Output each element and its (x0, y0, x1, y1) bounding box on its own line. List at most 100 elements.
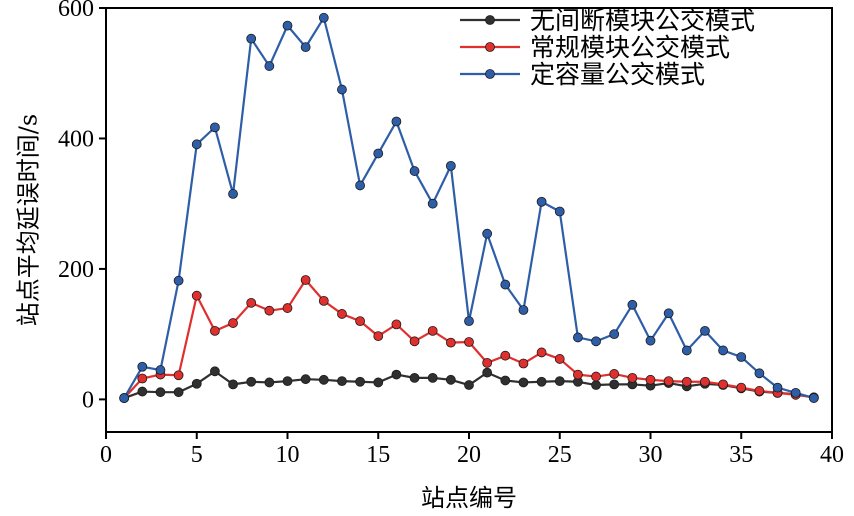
data-point (663, 308, 674, 319)
data-point (736, 352, 747, 362)
data-point (518, 377, 529, 388)
legend-marker (485, 69, 495, 79)
data-point (391, 116, 402, 127)
data-point (337, 309, 347, 319)
data-point (427, 325, 438, 336)
data-point (482, 228, 493, 239)
data-point (246, 376, 257, 387)
data-point (464, 337, 474, 347)
data-point (808, 393, 819, 403)
data-point (554, 376, 565, 387)
data-point (355, 180, 366, 191)
y-axis-title: 站点平均延误时间/s (15, 114, 43, 326)
data-point (790, 387, 801, 398)
data-point (209, 325, 220, 336)
data-point (228, 379, 238, 390)
data-point (282, 20, 293, 31)
data-point (155, 387, 166, 398)
x-tick-label: 40 (820, 442, 844, 468)
data-point (736, 382, 747, 393)
data-point (209, 122, 220, 133)
data-point (645, 374, 656, 385)
data-point (173, 370, 184, 381)
data-point (137, 373, 148, 384)
data-point (464, 316, 474, 327)
data-point (609, 369, 620, 379)
data-point (282, 376, 293, 387)
data-point (554, 354, 565, 364)
data-point (173, 387, 184, 398)
data-point (609, 329, 620, 340)
data-point (355, 316, 366, 327)
data-point (318, 374, 329, 385)
data-point (427, 372, 438, 383)
data-point (119, 393, 130, 403)
x-tick-label: 20 (457, 442, 481, 468)
data-point (445, 374, 456, 385)
data-point (772, 382, 783, 393)
x-tick-label: 10 (276, 442, 300, 468)
x-tick-label: 5 (191, 442, 203, 468)
data-point (409, 372, 420, 383)
y-tick-label: 0 (82, 387, 94, 413)
data-point (573, 369, 583, 380)
y-tick-label: 600 (58, 0, 94, 22)
data-point (645, 335, 656, 346)
data-point (318, 295, 329, 306)
data-point (191, 290, 202, 301)
data-point (228, 189, 238, 199)
data-point (718, 379, 728, 390)
data-point (264, 61, 275, 71)
data-point (518, 358, 529, 369)
data-point (754, 386, 765, 396)
x-tick-label: 25 (548, 442, 572, 468)
data-point (663, 376, 674, 387)
data-point (482, 367, 493, 378)
data-point (391, 319, 402, 330)
data-point (482, 357, 493, 368)
data-point (554, 206, 565, 217)
data-point (409, 336, 420, 347)
x-tick-label: 35 (729, 442, 753, 468)
data-point (591, 371, 601, 382)
data-point (681, 345, 692, 356)
data-point (173, 275, 184, 286)
data-point (300, 275, 311, 285)
data-point (591, 380, 601, 390)
data-point (373, 377, 384, 388)
data-point (609, 379, 620, 390)
data-point (573, 332, 583, 343)
data-point (209, 366, 220, 377)
x-axis-title: 站点编号 (421, 484, 517, 512)
data-point (536, 196, 547, 207)
data-point (754, 368, 765, 379)
data-point (427, 198, 438, 209)
data-point (409, 166, 420, 176)
data-point (191, 378, 202, 389)
data-point (445, 160, 456, 171)
data-point (318, 12, 329, 23)
data-point (500, 375, 511, 386)
x-tick-label: 15 (366, 442, 390, 468)
data-point (300, 42, 311, 53)
data-point (464, 380, 474, 390)
x-tick-label: 30 (639, 442, 663, 468)
data-point (445, 337, 456, 348)
y-axis-ticks: 0 200 400 600 (58, 0, 106, 413)
data-point (500, 350, 511, 361)
data-point (591, 336, 601, 347)
data-point (300, 374, 311, 385)
data-point (191, 139, 202, 150)
data-point (700, 376, 710, 387)
data-point (337, 376, 347, 387)
data-point (137, 386, 148, 397)
legend-label: 无间断模块公交模式 (530, 6, 755, 35)
data-point (264, 305, 275, 316)
legend-label: 定容量公交模式 (530, 60, 705, 89)
data-point (373, 331, 384, 342)
x-tick-label: 0 (100, 442, 112, 468)
data-point (337, 84, 347, 95)
data-point (536, 376, 547, 387)
